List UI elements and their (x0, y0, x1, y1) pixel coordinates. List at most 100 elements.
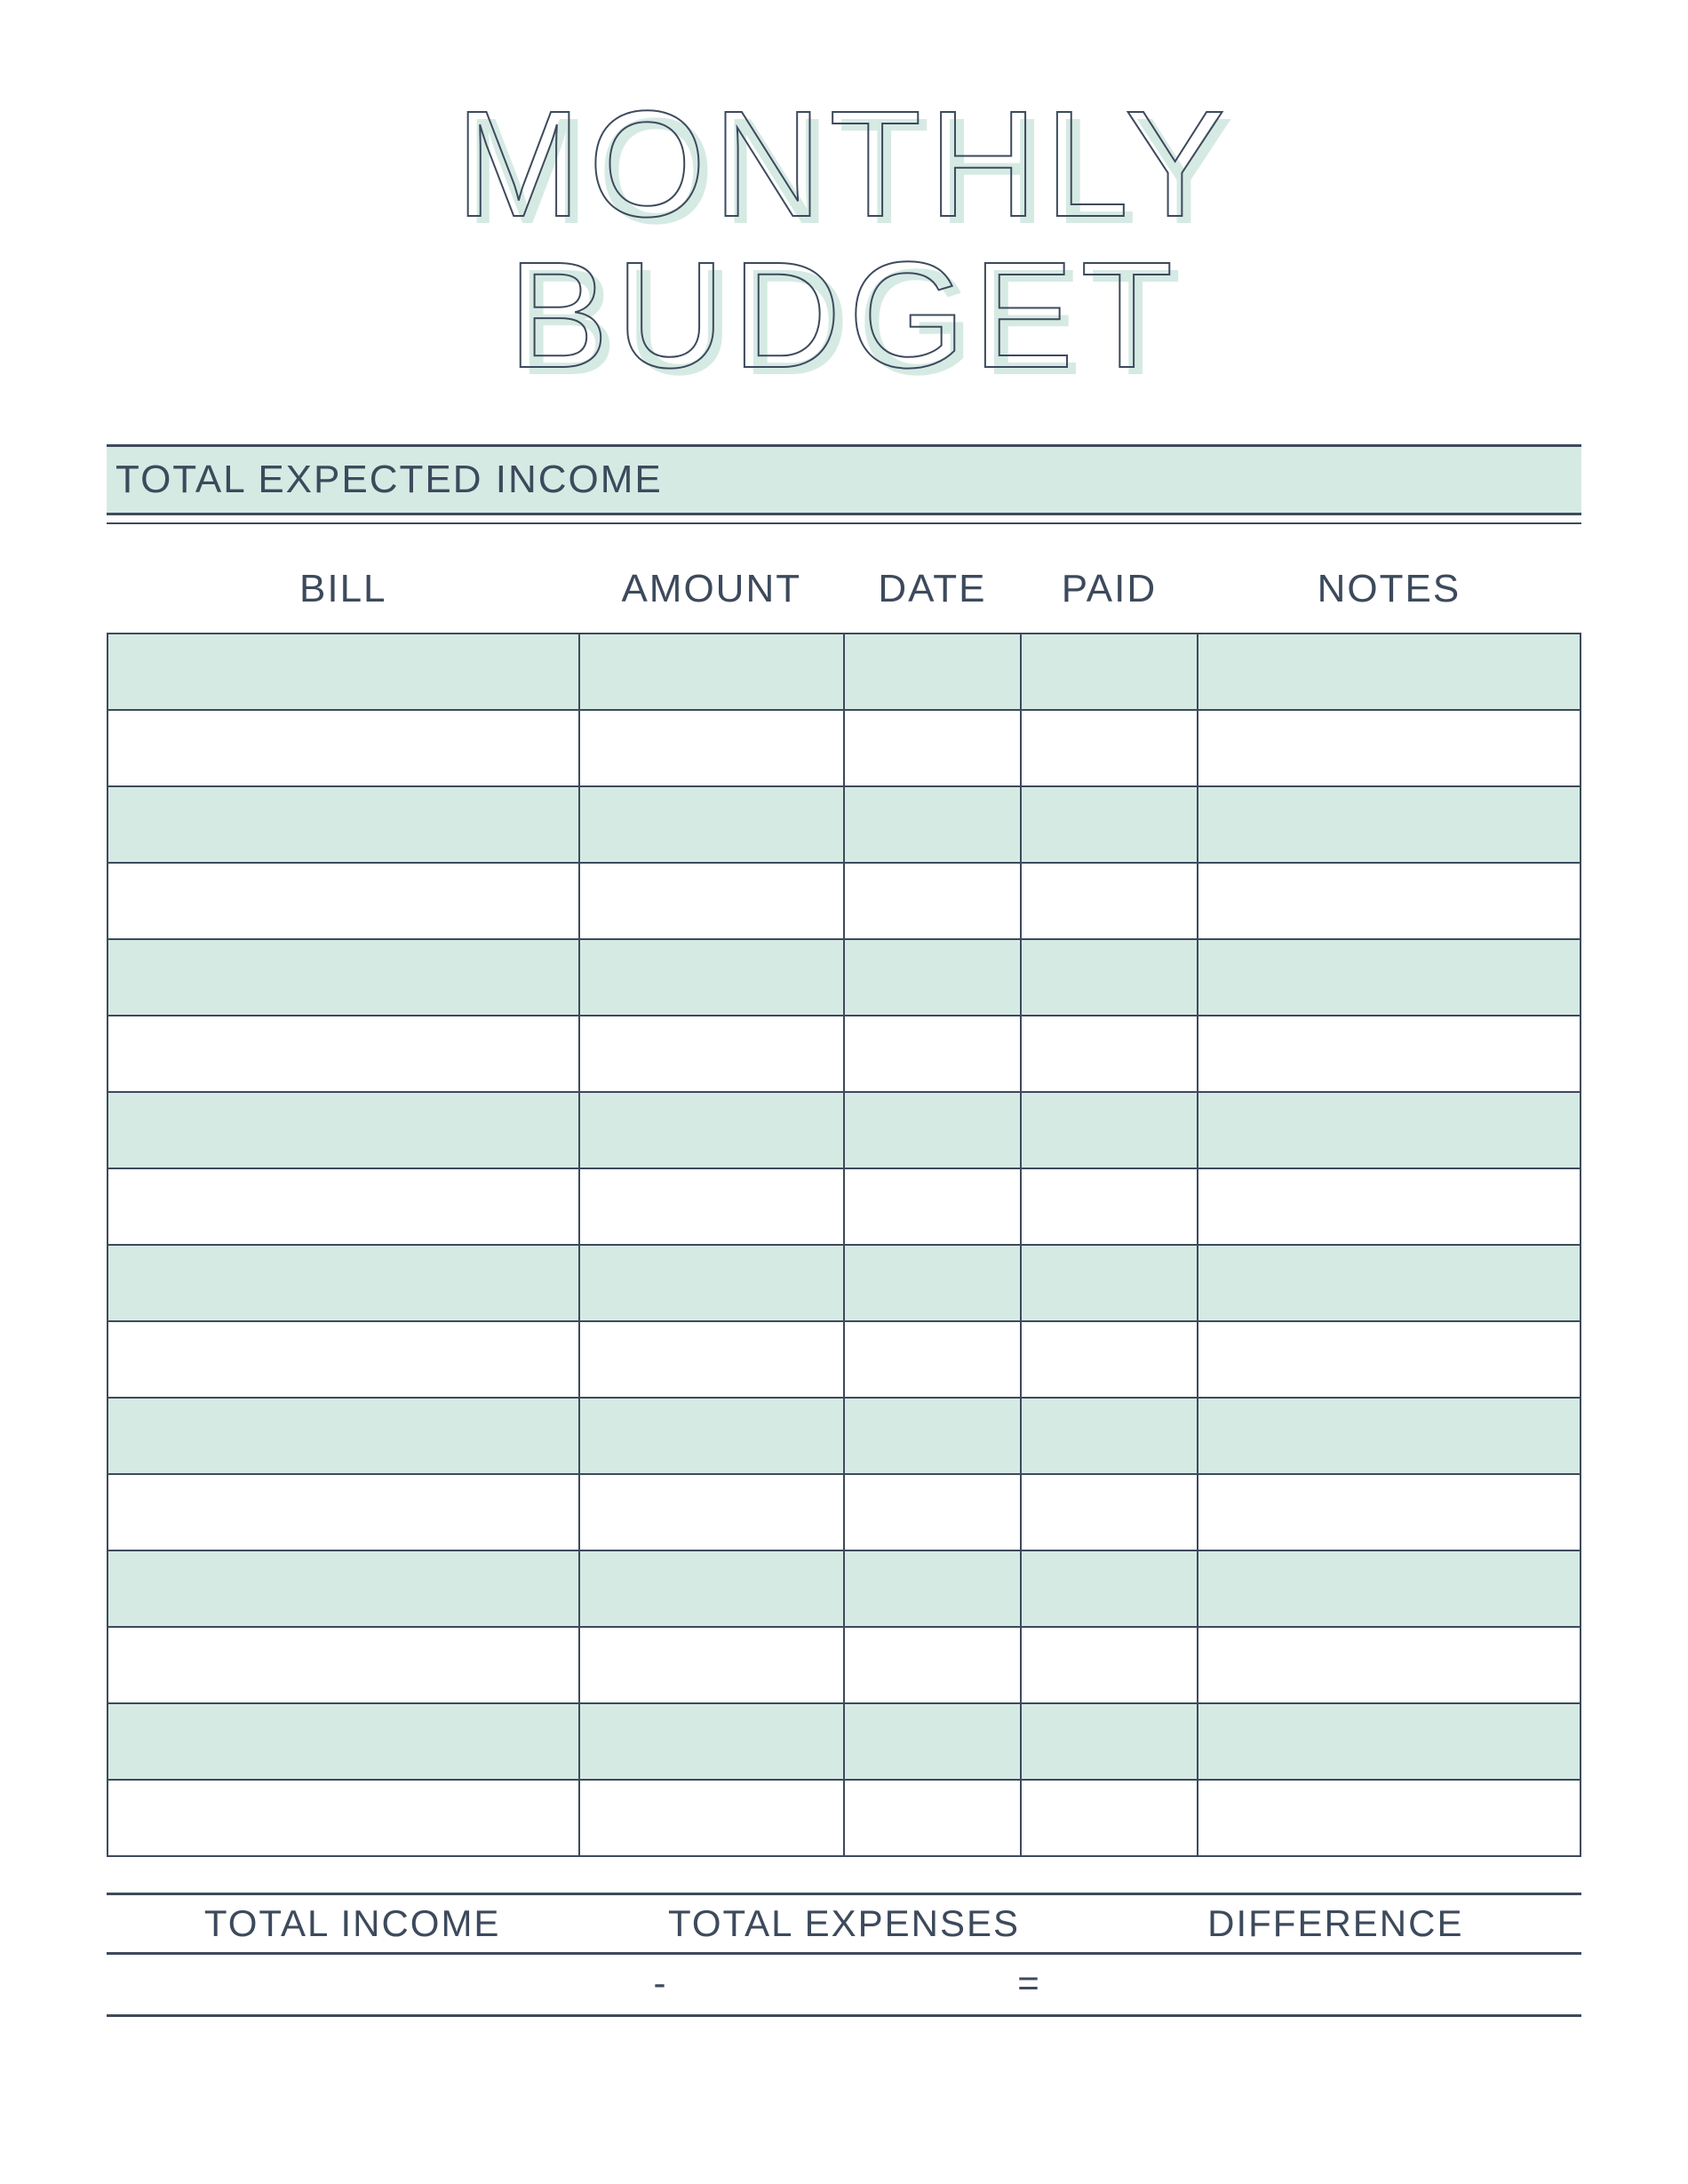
table-cell (1198, 786, 1581, 863)
table-cell (1021, 1092, 1198, 1168)
page-title: MONTHLY BUDGET (107, 89, 1581, 391)
table-cell (1021, 939, 1198, 1016)
table-cell (579, 1092, 844, 1168)
table-row (107, 1168, 1581, 1245)
table-cell (107, 1016, 579, 1092)
table-cell (107, 786, 579, 863)
table-row (107, 1703, 1581, 1780)
table-cell (107, 1703, 579, 1780)
table-cell (844, 1245, 1021, 1321)
table-cell (579, 863, 844, 939)
table-cell (1021, 1168, 1198, 1245)
table-cell (1198, 1168, 1581, 1245)
table-cell (844, 786, 1021, 863)
table-cell (844, 634, 1021, 710)
table-cell (1021, 1627, 1198, 1703)
table-cell (1198, 939, 1581, 1016)
income-label: TOTAL EXPECTED INCOME (115, 458, 663, 502)
table-cell (579, 1627, 844, 1703)
table-cell (1198, 1016, 1581, 1092)
table-cell (1198, 1703, 1581, 1780)
summary-total-expenses: TOTAL EXPENSES (598, 1902, 1089, 1945)
table-cell (579, 1550, 844, 1627)
table-cell (1021, 786, 1198, 863)
table-cell (1021, 1780, 1198, 1856)
table-cell (107, 1398, 579, 1474)
summary-total-income: TOTAL INCOME (107, 1902, 598, 1945)
table-row (107, 1245, 1581, 1321)
table-row (107, 1016, 1581, 1092)
table-cell (844, 1780, 1021, 1856)
table-cell (579, 1016, 844, 1092)
income-bar: TOTAL EXPECTED INCOME (107, 444, 1581, 515)
table-cell (107, 939, 579, 1016)
table-cell (107, 1780, 579, 1856)
table-cell (1021, 1398, 1198, 1474)
table-cell (107, 1550, 579, 1627)
table-cell (107, 1474, 579, 1550)
table-cell (844, 1627, 1021, 1703)
table-cell (1021, 1245, 1198, 1321)
bills-header-row: BILL AMOUNT DATE PAID NOTES (107, 551, 1581, 634)
table-cell (1198, 1092, 1581, 1168)
table-row (107, 1627, 1581, 1703)
table-cell (1198, 1321, 1581, 1398)
table-cell (1021, 1703, 1198, 1780)
col-header-amount: AMOUNT (579, 551, 844, 634)
table-cell (844, 710, 1021, 786)
table-cell (844, 1016, 1021, 1092)
table-cell (579, 1780, 844, 1856)
table-cell (107, 634, 579, 710)
table-cell (1198, 1474, 1581, 1550)
table-cell (1021, 710, 1198, 786)
table-row (107, 863, 1581, 939)
col-header-notes: NOTES (1198, 551, 1581, 634)
table-row (107, 634, 1581, 710)
table-row (107, 1780, 1581, 1856)
table-row (107, 1092, 1581, 1168)
table-row (107, 939, 1581, 1016)
bills-table: BILL AMOUNT DATE PAID NOTES (107, 551, 1581, 1857)
table-cell (844, 1321, 1021, 1398)
table-cell (579, 1245, 844, 1321)
table-cell (1198, 710, 1581, 786)
summary-op-minus: - (475, 1962, 844, 2005)
table-cell (1198, 634, 1581, 710)
table-cell (579, 939, 844, 1016)
table-row (107, 1398, 1581, 1474)
table-cell (844, 1550, 1021, 1627)
table-cell (1021, 1321, 1198, 1398)
table-cell (1021, 1474, 1198, 1550)
table-cell (1021, 634, 1198, 710)
table-cell (1198, 1245, 1581, 1321)
summary-op-equals: = (844, 1962, 1213, 2005)
income-underline (107, 522, 1581, 524)
col-header-paid: PAID (1021, 551, 1198, 634)
col-header-bill: BILL (107, 551, 579, 634)
table-cell (107, 1092, 579, 1168)
table-cell (844, 1703, 1021, 1780)
table-cell (844, 863, 1021, 939)
summary-difference: DIFFERENCE (1090, 1902, 1581, 1945)
table-cell (1198, 863, 1581, 939)
table-cell (844, 939, 1021, 1016)
table-cell (844, 1398, 1021, 1474)
table-cell (579, 1474, 844, 1550)
table-cell (1021, 1016, 1198, 1092)
table-cell (844, 1474, 1021, 1550)
table-cell (579, 1168, 844, 1245)
table-cell (1198, 1627, 1581, 1703)
table-cell (1198, 1398, 1581, 1474)
table-cell (1198, 1550, 1581, 1627)
table-cell (579, 1321, 844, 1398)
col-header-date: DATE (844, 551, 1021, 634)
table-cell (107, 710, 579, 786)
table-row (107, 786, 1581, 863)
summary-row: TOTAL INCOME TOTAL EXPENSES DIFFERENCE (107, 1893, 1581, 1955)
table-cell (579, 1703, 844, 1780)
table-cell (579, 786, 844, 863)
table-row (107, 1474, 1581, 1550)
table-cell (107, 1627, 579, 1703)
table-cell (1198, 1780, 1581, 1856)
table-row (107, 1321, 1581, 1398)
